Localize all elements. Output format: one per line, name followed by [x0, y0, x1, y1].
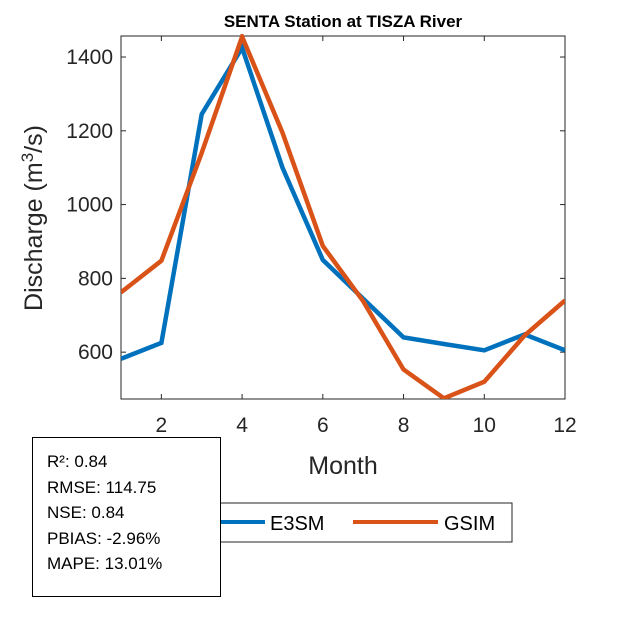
x-tick-label: 12: [553, 414, 576, 437]
y-axis-label: Discharge (m3/s): [18, 125, 48, 311]
y-tick-label: 1200: [66, 120, 113, 143]
y-tick-label: 1000: [66, 194, 113, 217]
series-line-gsim: [121, 34, 565, 399]
x-axis-label: Month: [308, 452, 377, 480]
y-axis: 600 800 1000 1200 1400: [66, 46, 565, 364]
x-tick-label: 4: [236, 414, 248, 437]
x-tick-label: 2: [156, 414, 168, 437]
series-layer: [121, 34, 565, 399]
stat-r2: R²: 0.84: [47, 452, 108, 471]
y-axis-label-sup: 3: [18, 153, 37, 162]
x-axis: 2 4 6 8 10 12: [156, 36, 577, 437]
y-tick-label: 600: [78, 341, 113, 364]
y-axis-label-main: Discharge (m: [20, 162, 48, 311]
y-axis-label-tail: /s): [20, 125, 48, 153]
x-tick-label: 8: [398, 414, 410, 437]
stat-nse: NSE: 0.84: [47, 503, 125, 523]
x-tick-label: 6: [317, 414, 329, 437]
stat-mape: MAPE: 13.01%: [47, 554, 163, 574]
chart-title: SENTA Station at TISZA River: [224, 12, 463, 31]
x-tick-label: 10: [473, 414, 496, 437]
series-line-e3sm: [121, 42, 565, 361]
stat-rmse: RMSE: 114.75: [47, 477, 157, 497]
legend-label-e3sm: E3SM: [270, 513, 324, 535]
stat-pbias: PBIAS: -2.96%: [47, 528, 161, 548]
legend-label-gsim: GSIM: [444, 513, 495, 535]
plot-area: [120, 35, 566, 400]
y-tick-label: 1400: [66, 46, 113, 69]
stats-box: R²: 0.84 RMSE: 114.75 NSE: 0.84 PBIAS: -…: [32, 437, 221, 597]
y-tick-label: 800: [78, 267, 113, 290]
